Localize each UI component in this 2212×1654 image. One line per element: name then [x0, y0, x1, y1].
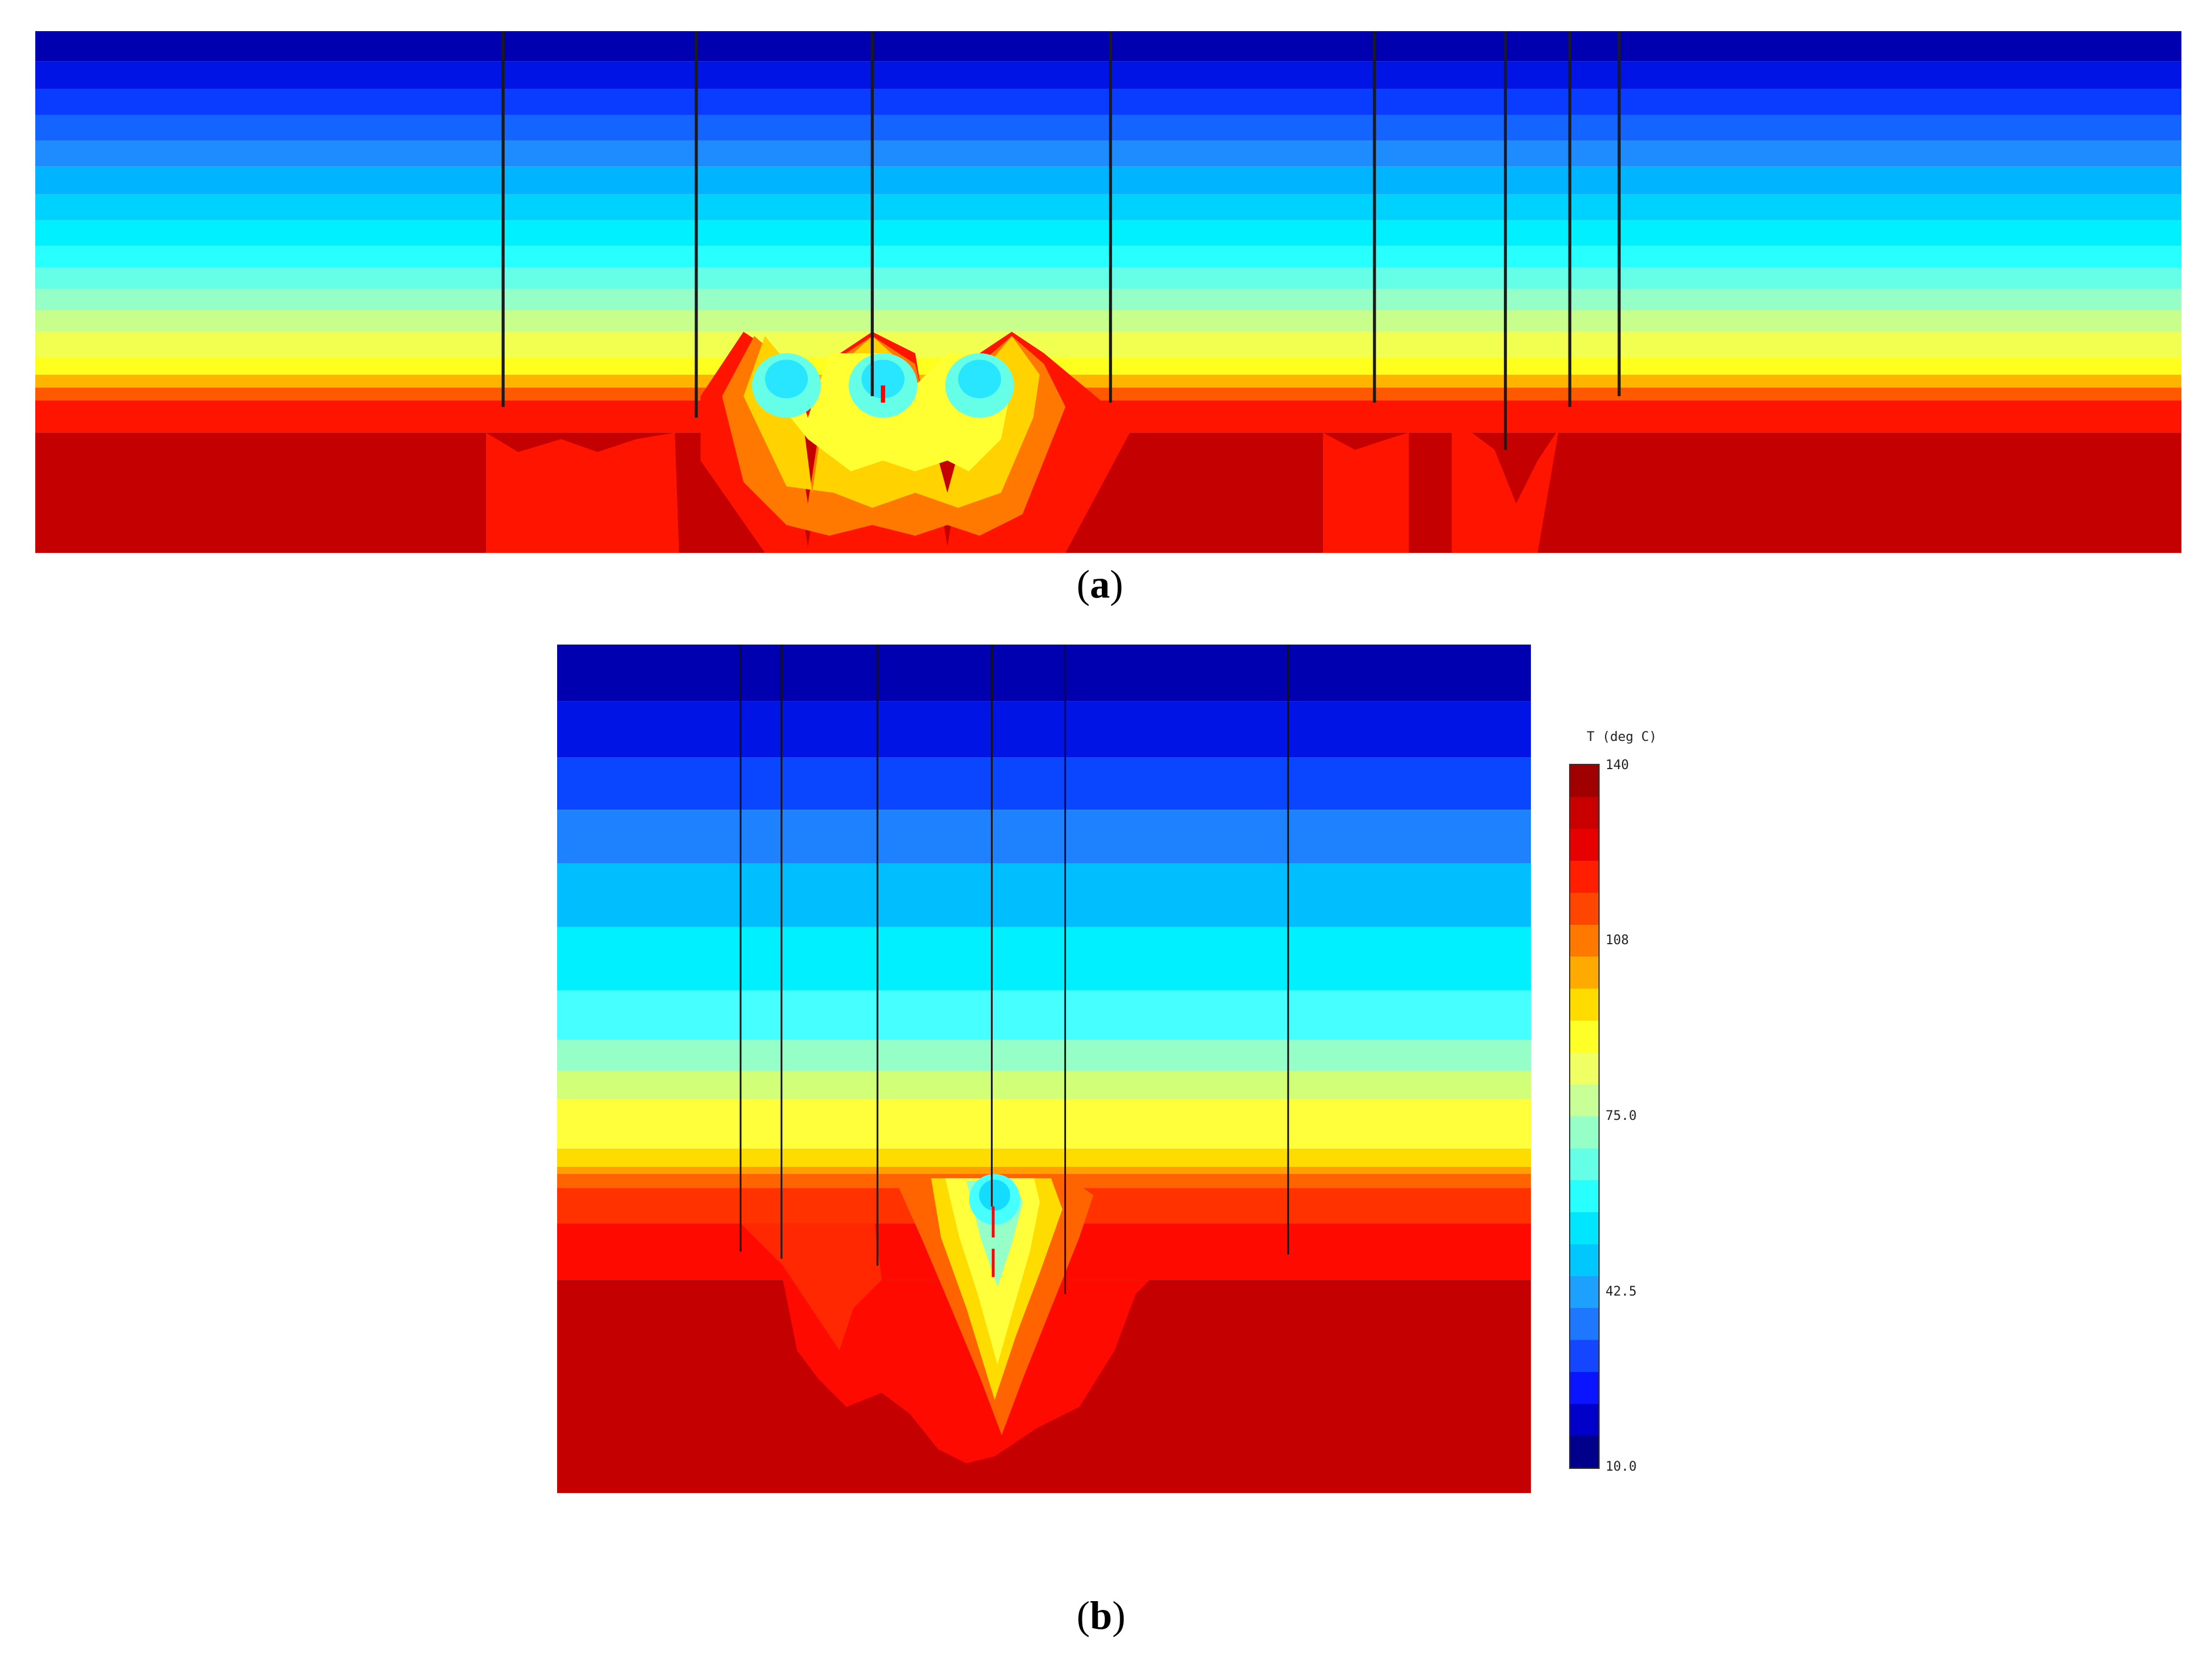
well-lines-a: [501, 31, 1621, 450]
temperature-contour-b: [557, 645, 1531, 1493]
colorbar: [1569, 764, 1600, 1469]
colorbar-tick: 75.0: [1606, 1109, 1637, 1123]
caption-b: (b): [1077, 1593, 1126, 1638]
temperature-field-panel-b: [557, 645, 1531, 1493]
well-lines-b: [739, 645, 1289, 1294]
colorbar-title: T (deg C): [1587, 730, 1657, 744]
colorbar-tick: 108: [1606, 933, 1629, 948]
caption-a: (a): [1077, 562, 1124, 606]
temperature-contour-a: [35, 31, 2181, 553]
colorbar-tick: 42.5: [1606, 1284, 1637, 1299]
temperature-field-panel-a: [35, 31, 2181, 553]
colorbar-tick-min: 10.0: [1606, 1460, 1637, 1474]
colorbar-tick-max: 140: [1606, 758, 1629, 773]
